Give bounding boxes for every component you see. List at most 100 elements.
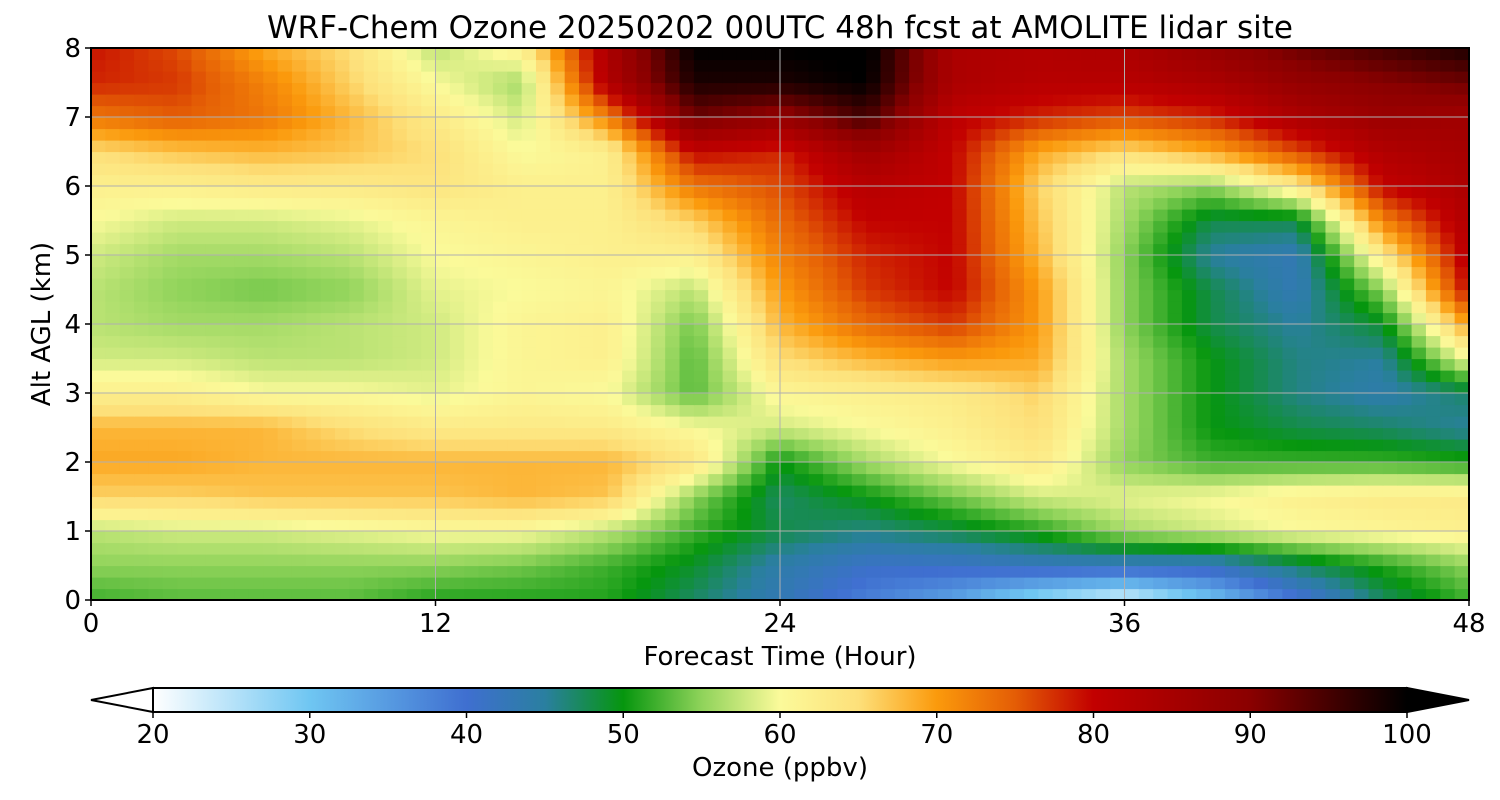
- heatmap-cell: [277, 82, 293, 95]
- heatmap-cell: [579, 485, 594, 498]
- heatmap-cell: [1382, 105, 1398, 118]
- heatmap-cell: [1239, 94, 1255, 107]
- heatmap-cell: [392, 117, 408, 130]
- heatmap-cell: [765, 531, 781, 544]
- heatmap-cell: [406, 496, 422, 509]
- heatmap-cell: [665, 404, 681, 417]
- heatmap-cell: [880, 232, 896, 245]
- heatmap-cell: [1009, 186, 1025, 199]
- heatmap-cell: [1440, 94, 1456, 107]
- heatmap-cell: [406, 312, 422, 325]
- heatmap-cell: [1067, 243, 1083, 256]
- heatmap-cell: [234, 220, 250, 233]
- heatmap-cell: [306, 531, 322, 544]
- heatmap-cell: [952, 404, 968, 417]
- heatmap-cell: [234, 301, 250, 314]
- heatmap-cell: [837, 577, 853, 590]
- heatmap-cell: [220, 140, 236, 153]
- heatmap-cell: [435, 255, 451, 268]
- heatmap-cell: [636, 151, 652, 164]
- heatmap-cell: [521, 347, 537, 360]
- heatmap-cell: [1425, 255, 1441, 268]
- heatmap-cell: [765, 278, 781, 291]
- heatmap-cell: [105, 151, 121, 164]
- heatmap-cell: [1411, 519, 1427, 532]
- heatmap-cell: [1181, 301, 1197, 314]
- heatmap-cell: [1038, 588, 1054, 600]
- heatmap-cell: [866, 220, 882, 233]
- heatmap-cell: [363, 381, 379, 394]
- heatmap-cell: [134, 554, 150, 567]
- heatmap-cell: [1425, 347, 1441, 360]
- heatmap-cell: [1354, 197, 1370, 210]
- heatmap-cell: [291, 393, 307, 406]
- heatmap-cell: [751, 186, 767, 199]
- heatmap-cell: [1282, 94, 1298, 107]
- heatmap-cell: [1110, 588, 1126, 600]
- heatmap-cell: [521, 519, 537, 532]
- heatmap-cell: [622, 163, 638, 176]
- heatmap-cell: [1282, 266, 1298, 279]
- heatmap-cell: [1339, 519, 1355, 532]
- heatmap-cell: [665, 82, 681, 95]
- heatmap-cell: [1181, 531, 1197, 544]
- heatmap-cell: [1038, 59, 1054, 72]
- heatmap-cell: [291, 439, 307, 452]
- heatmap-cell: [794, 393, 810, 406]
- heatmap-cell: [191, 209, 207, 222]
- heatmap-cell: [966, 266, 982, 279]
- heatmap-cell: [449, 508, 465, 521]
- heatmap-cell: [1397, 117, 1413, 130]
- heatmap-cell: [1411, 209, 1427, 222]
- heatmap-cell: [937, 416, 953, 429]
- heatmap-cell: [1354, 255, 1370, 268]
- heatmap-cell: [722, 82, 738, 95]
- heatmap-cell: [923, 243, 939, 256]
- heatmap-cell: [177, 197, 193, 210]
- heatmap-cell: [162, 450, 178, 463]
- heatmap-cell: [980, 531, 996, 544]
- heatmap-cell: [1282, 289, 1298, 302]
- heatmap-cell: [564, 393, 580, 406]
- heatmap-cell: [952, 439, 968, 452]
- heatmap-cell: [363, 519, 379, 532]
- heatmap-cell: [579, 588, 594, 600]
- heatmap-cell: [507, 416, 523, 429]
- heatmap-cell: [708, 117, 724, 130]
- heatmap-cell: [1052, 105, 1068, 118]
- heatmap-cell: [406, 94, 422, 107]
- heatmap-cell: [894, 117, 910, 130]
- heatmap-cell: [134, 48, 150, 61]
- heatmap-cell: [995, 278, 1011, 291]
- heatmap-cell: [234, 128, 250, 141]
- heatmap-cell: [894, 82, 910, 95]
- heatmap-cell: [119, 105, 135, 118]
- heatmap-cell: [335, 324, 350, 337]
- heatmap-cell: [363, 289, 379, 302]
- heatmap-cell: [492, 485, 508, 498]
- heatmap-cell: [1268, 105, 1283, 118]
- heatmap-cell: [550, 94, 566, 107]
- heatmap-cell: [1081, 542, 1097, 555]
- heatmap-cell: [1024, 565, 1039, 578]
- heatmap-cell: [823, 347, 839, 360]
- heatmap-cell: [134, 427, 150, 440]
- heatmap-cell: [593, 301, 609, 314]
- heatmap-cell: [1067, 439, 1083, 452]
- heatmap-cell: [421, 197, 437, 210]
- heatmap-cell: [535, 519, 551, 532]
- heatmap-cell: [378, 531, 394, 544]
- colorbar-tick-label: 30: [293, 720, 326, 750]
- heatmap-cell: [291, 301, 307, 314]
- heatmap-cell: [1196, 151, 1212, 164]
- heatmap-cell: [1454, 565, 1469, 578]
- heatmap-cell: [177, 508, 193, 521]
- heatmap-cell: [780, 565, 795, 578]
- heatmap-cell: [1368, 462, 1384, 475]
- heatmap-cell: [191, 117, 207, 130]
- heatmap-cell: [148, 565, 164, 578]
- heatmap-cell: [1440, 485, 1456, 498]
- heatmap-cell: [1124, 496, 1140, 509]
- heatmap-cell: [722, 59, 738, 72]
- heatmap-cell: [1009, 519, 1025, 532]
